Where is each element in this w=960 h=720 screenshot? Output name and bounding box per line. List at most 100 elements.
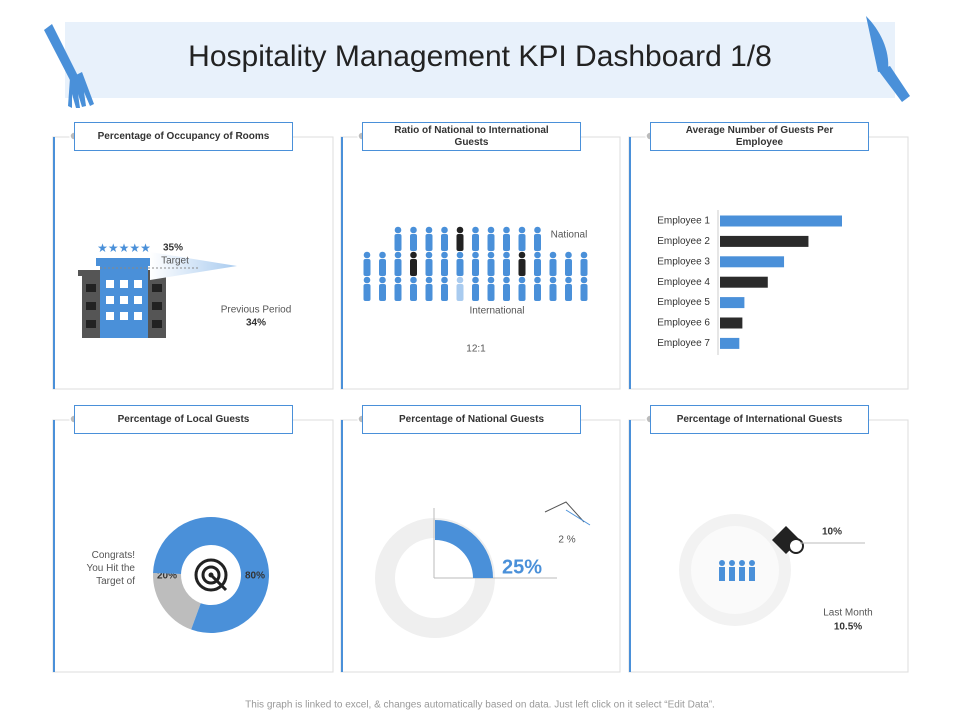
bar-label: Employee 5 bbox=[657, 297, 710, 308]
person bbox=[363, 251, 371, 259]
person bbox=[534, 226, 541, 234]
person bbox=[534, 234, 541, 251]
last-month-caption: Last Month bbox=[823, 608, 872, 619]
person bbox=[410, 259, 417, 276]
person bbox=[503, 284, 510, 301]
bar-label: Employee 1 bbox=[657, 216, 710, 227]
person bbox=[456, 276, 464, 284]
person bbox=[472, 251, 479, 259]
person bbox=[580, 259, 588, 276]
person bbox=[394, 251, 402, 259]
donut-label: 20% bbox=[157, 571, 177, 582]
person bbox=[565, 284, 572, 301]
person bbox=[549, 276, 557, 284]
person bbox=[487, 259, 495, 276]
person bbox=[441, 226, 448, 234]
person bbox=[456, 226, 464, 234]
bar bbox=[720, 317, 743, 329]
panel-title: Percentage of International Guests bbox=[650, 405, 869, 434]
bar bbox=[720, 276, 768, 288]
person bbox=[410, 251, 417, 259]
person bbox=[534, 259, 541, 276]
person bbox=[534, 284, 541, 301]
fork-icon bbox=[44, 24, 94, 108]
bar-label: Employee 7 bbox=[657, 338, 710, 349]
person bbox=[425, 284, 433, 301]
donut-segment bbox=[153, 517, 270, 634]
person bbox=[441, 284, 448, 301]
person bbox=[580, 251, 588, 259]
bar bbox=[720, 337, 740, 349]
national-caption: National bbox=[551, 230, 588, 241]
hotel-icon: ★★★★★ bbox=[78, 241, 168, 338]
person bbox=[379, 251, 386, 259]
person bbox=[379, 276, 386, 284]
person bbox=[394, 259, 402, 276]
change-label: 2 % bbox=[558, 535, 575, 546]
footer-note: This graph is linked to excel, & changes… bbox=[245, 700, 715, 711]
people-icons bbox=[363, 226, 588, 301]
person bbox=[363, 276, 371, 284]
previous-value: 34% bbox=[246, 318, 266, 329]
person bbox=[487, 251, 495, 259]
previous-caption: Previous Period bbox=[221, 305, 292, 316]
target-arrow bbox=[150, 252, 237, 280]
person bbox=[580, 284, 588, 301]
person bbox=[534, 276, 541, 284]
person bbox=[456, 284, 464, 301]
person bbox=[425, 234, 433, 251]
person bbox=[456, 234, 464, 251]
person bbox=[565, 259, 572, 276]
person bbox=[518, 234, 526, 251]
person bbox=[472, 284, 479, 301]
person bbox=[472, 226, 479, 234]
person bbox=[425, 276, 433, 284]
person bbox=[394, 226, 402, 234]
bar bbox=[720, 235, 809, 247]
person bbox=[487, 276, 495, 284]
person bbox=[441, 276, 448, 284]
person bbox=[580, 276, 588, 284]
bar-label: Employee 6 bbox=[657, 318, 710, 329]
person bbox=[503, 251, 510, 259]
person bbox=[518, 276, 526, 284]
person bbox=[472, 276, 479, 284]
person bbox=[425, 251, 433, 259]
person bbox=[487, 284, 495, 301]
person bbox=[410, 226, 417, 234]
donut-label: 80% bbox=[245, 571, 265, 582]
person bbox=[425, 226, 433, 234]
people-group bbox=[719, 560, 755, 581]
trend-line bbox=[544, 501, 585, 523]
person bbox=[410, 284, 417, 301]
person bbox=[518, 226, 526, 234]
person bbox=[518, 251, 526, 259]
person bbox=[394, 234, 402, 251]
ratio: 12:1 bbox=[466, 344, 486, 355]
bar-label: Employee 4 bbox=[657, 277, 710, 288]
national-value: 25% bbox=[502, 556, 542, 578]
panel-title: Average Number of Guests Per Employee bbox=[650, 122, 869, 151]
target-icon bbox=[194, 558, 228, 592]
person bbox=[503, 259, 510, 276]
person bbox=[518, 284, 526, 301]
bar-label: Employee 3 bbox=[657, 256, 710, 267]
person bbox=[518, 259, 526, 276]
congrats-caption: Congrats! You Hit the Target of bbox=[86, 550, 135, 587]
tag-icon bbox=[772, 526, 804, 554]
trend-line bbox=[565, 509, 591, 526]
target-value: 35% bbox=[163, 243, 183, 254]
knife-icon bbox=[866, 16, 910, 102]
person bbox=[379, 284, 386, 301]
donut-segment bbox=[153, 572, 201, 630]
person bbox=[472, 234, 479, 251]
ring-value bbox=[435, 520, 493, 578]
title-banner bbox=[65, 22, 895, 98]
person bbox=[441, 234, 448, 251]
person bbox=[363, 284, 371, 301]
person bbox=[379, 259, 386, 276]
person bbox=[534, 251, 541, 259]
svg-text:★★★★★: ★★★★★ bbox=[97, 241, 151, 255]
